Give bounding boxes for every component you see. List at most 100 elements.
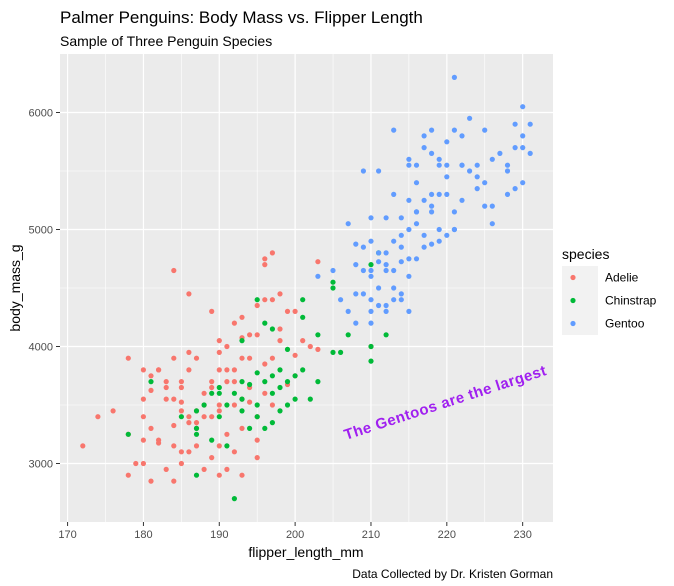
y-axis-ticks: 3000 4000 5000 6000 xyxy=(29,108,60,471)
point-gentoo xyxy=(368,215,374,221)
point-adelie xyxy=(163,384,169,391)
point-gentoo xyxy=(391,238,397,244)
point-gentoo xyxy=(360,168,366,174)
point-adelie xyxy=(186,420,192,426)
point-adelie xyxy=(95,414,101,420)
point-gentoo xyxy=(376,259,382,265)
point-adelie xyxy=(178,399,184,405)
point-adelie xyxy=(133,460,139,467)
point-chinstrap xyxy=(193,472,200,478)
point-chinstrap xyxy=(201,402,207,408)
x-tick-label: 210 xyxy=(362,529,380,541)
point-gentoo xyxy=(391,127,397,133)
point-gentoo xyxy=(345,308,351,314)
y-tick-label: 3000 xyxy=(29,459,53,471)
point-chinstrap xyxy=(239,396,245,402)
point-adelie xyxy=(216,408,222,414)
point-chinstrap xyxy=(216,414,222,420)
point-adelie xyxy=(148,387,154,393)
point-gentoo xyxy=(406,308,412,314)
point-chinstrap xyxy=(292,373,298,379)
point-gentoo xyxy=(391,191,397,197)
point-gentoo xyxy=(512,186,518,192)
point-chinstrap xyxy=(269,326,275,332)
point-chinstrap xyxy=(193,408,200,414)
legend-key-chinstrap xyxy=(570,297,576,304)
point-chinstrap xyxy=(338,349,344,355)
data-points xyxy=(80,74,533,502)
point-adelie xyxy=(231,367,237,373)
point-adelie xyxy=(125,355,131,361)
point-chinstrap xyxy=(148,379,154,385)
point-gentoo xyxy=(406,156,412,162)
point-chinstrap xyxy=(262,320,268,326)
point-gentoo xyxy=(497,150,503,156)
x-tick-label: 230 xyxy=(513,529,531,541)
point-gentoo xyxy=(527,150,533,156)
point-chinstrap xyxy=(178,414,184,420)
x-tick-label: 180 xyxy=(134,529,152,541)
point-adelie xyxy=(186,414,192,420)
point-adelie xyxy=(269,402,275,408)
point-gentoo xyxy=(444,162,450,168)
point-chinstrap xyxy=(269,373,275,379)
point-adelie xyxy=(254,437,260,443)
point-chinstrap xyxy=(239,338,245,344)
point-gentoo xyxy=(520,145,526,151)
point-gentoo xyxy=(489,203,495,209)
point-adelie xyxy=(193,443,200,449)
point-adelie xyxy=(262,256,268,262)
point-chinstrap xyxy=(300,367,306,373)
point-adelie xyxy=(209,455,215,461)
point-gentoo xyxy=(368,267,374,274)
point-gentoo xyxy=(436,226,442,233)
point-adelie xyxy=(156,440,162,446)
point-adelie xyxy=(80,443,86,449)
legend-key-adelie xyxy=(570,274,576,281)
point-chinstrap xyxy=(247,381,253,388)
point-gentoo xyxy=(459,162,465,168)
point-gentoo xyxy=(383,250,389,256)
point-gentoo xyxy=(315,273,321,279)
point-adelie xyxy=(254,332,260,338)
point-chinstrap xyxy=(277,367,283,373)
y-tick-label: 5000 xyxy=(29,225,53,237)
point-chinstrap xyxy=(277,384,283,391)
point-adelie xyxy=(110,408,116,414)
point-adelie xyxy=(224,367,230,373)
point-gentoo xyxy=(436,191,442,197)
point-gentoo xyxy=(436,238,442,244)
point-gentoo xyxy=(406,256,412,262)
x-tick-label: 190 xyxy=(210,529,228,541)
point-adelie xyxy=(171,443,177,449)
point-chinstrap xyxy=(300,314,306,320)
point-adelie xyxy=(156,367,162,373)
y-tick-label: 4000 xyxy=(29,342,53,354)
point-adelie xyxy=(178,408,184,414)
point-gentoo xyxy=(360,244,366,250)
point-adelie xyxy=(247,332,253,338)
point-gentoo xyxy=(482,203,488,209)
point-adelie xyxy=(193,420,200,426)
point-adelie xyxy=(224,431,230,437)
point-gentoo xyxy=(474,186,480,192)
legend-item-chinstrap: Chinstrap xyxy=(562,289,657,312)
point-adelie xyxy=(277,326,283,332)
point-chinstrap xyxy=(300,297,306,303)
point-chinstrap xyxy=(125,431,131,437)
point-adelie xyxy=(216,402,222,408)
point-adelie xyxy=(178,384,184,391)
point-gentoo xyxy=(421,232,427,238)
point-gentoo xyxy=(512,121,518,127)
point-chinstrap xyxy=(315,379,321,385)
point-gentoo xyxy=(376,285,382,291)
legend: Adelie Chinstrap Gentoo xyxy=(562,266,657,335)
point-adelie xyxy=(163,379,169,385)
point-gentoo xyxy=(383,262,389,268)
point-adelie xyxy=(171,355,177,361)
point-chinstrap xyxy=(307,396,313,402)
point-adelie xyxy=(209,308,215,314)
point-gentoo xyxy=(398,244,404,250)
point-adelie xyxy=(216,349,222,355)
chart-subtitle: Sample of Three Penguin Species xyxy=(60,33,272,49)
